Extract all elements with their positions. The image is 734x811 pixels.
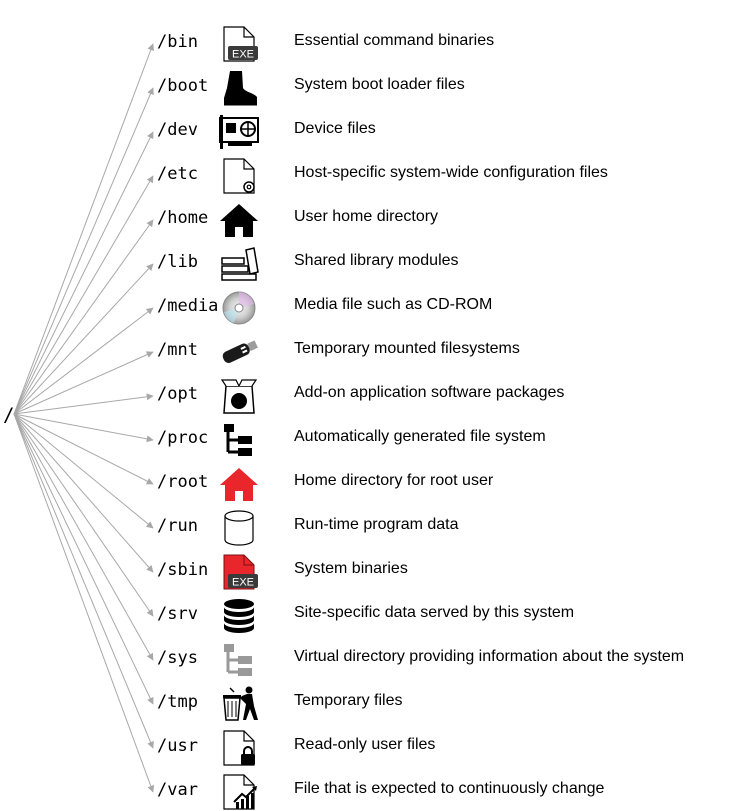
- arrow-to-bin: [13, 43, 155, 415]
- trash-person-icon: [216, 684, 262, 724]
- directory-row-tmp: /tmp Temporary files: [0, 684, 734, 724]
- arrow-to-etc: [13, 175, 154, 415]
- tree-structure-icon: [216, 420, 262, 460]
- directory-description: System binaries: [294, 560, 408, 577]
- directory-row-home: /home User home directory: [0, 200, 734, 240]
- directory-path: /boot: [157, 76, 209, 96]
- directory-row-sbin: /sbin EXE System binaries: [0, 552, 734, 592]
- directory-row-etc: /etc Host-specific system-wide configura…: [0, 156, 734, 196]
- root-directory-label: /: [3, 404, 15, 426]
- boot-icon: [216, 68, 262, 108]
- arrow-to-opt: [13, 393, 154, 415]
- directory-path: /run: [157, 516, 198, 536]
- directory-description: Host-specific system-wide configuration …: [294, 164, 608, 181]
- directory-path: /media: [157, 296, 219, 316]
- home-icon: [216, 200, 262, 240]
- directory-row-lib: /lib Shared library modules: [0, 244, 734, 284]
- arrow-to-proc: [13, 413, 154, 443]
- directory-description: Add-on application software packages: [294, 384, 565, 401]
- directory-path: /srv: [157, 604, 198, 624]
- cd-rom-icon: [216, 288, 262, 328]
- directory-path: /sbin: [157, 560, 209, 580]
- arrow-to-home: [13, 219, 154, 415]
- exe-file-icon: EXE: [216, 24, 262, 64]
- database-icon: [216, 596, 262, 636]
- directory-description: Automatically generated file system: [294, 428, 546, 445]
- directory-path: /proc: [157, 428, 209, 448]
- arrow-to-root: [13, 413, 154, 485]
- directory-description: Run-time program data: [294, 516, 459, 533]
- directory-path: /var: [157, 780, 198, 800]
- arrow-to-boot: [13, 87, 154, 415]
- directory-row-usr: /usr Read-only user files: [0, 728, 734, 768]
- directory-description: System boot loader files: [294, 76, 465, 93]
- directory-row-bin: /bin EXE Essential command binaries: [0, 24, 734, 64]
- directory-path: /mnt: [157, 340, 198, 360]
- directory-description: User home directory: [294, 208, 439, 225]
- directory-row-root: /root Home directory for root user: [0, 464, 734, 504]
- directory-description: Home directory for root user: [294, 472, 494, 489]
- directory-row-dev: /dev Device files: [0, 112, 734, 152]
- usb-stick-icon: [216, 332, 262, 372]
- directory-row-var: /var File that is expected to continuous…: [0, 772, 734, 811]
- arrow-to-dev: [13, 131, 154, 415]
- directory-row-mnt: /mnt Temporary mounted filesystems: [0, 332, 734, 372]
- arrow-to-usr: [13, 413, 154, 749]
- directory-description: Media file such as CD-ROM: [294, 296, 493, 313]
- directory-description: Site-specific data served by this system: [294, 604, 575, 621]
- grey-tree-structure-icon: [216, 640, 262, 680]
- locked-file-icon: [216, 728, 262, 768]
- directory-path: /bin: [157, 32, 198, 52]
- directory-row-srv: /srv Site-specific data served by this s…: [0, 596, 734, 636]
- directory-path: /usr: [157, 736, 198, 756]
- chart-file-icon: [216, 772, 262, 811]
- arrow-to-srv: [13, 413, 154, 617]
- directory-row-run: /run Run-time program data: [0, 508, 734, 548]
- directory-path: /opt: [157, 384, 198, 404]
- directory-path: /sys: [157, 648, 198, 668]
- directory-path: /lib: [157, 252, 198, 272]
- directory-description: Shared library modules: [294, 252, 459, 269]
- arrow-to-sys: [13, 413, 154, 661]
- arrow-to-media: [13, 307, 154, 415]
- cylinder-icon: [216, 508, 262, 548]
- directory-path: /tmp: [157, 692, 198, 712]
- exe-label: EXE: [232, 577, 254, 589]
- arrow-to-lib: [13, 263, 154, 415]
- config-file-icon: [216, 156, 262, 196]
- arrow-to-run: [13, 413, 154, 529]
- directory-row-boot: /boot System boot loader files: [0, 68, 734, 108]
- directory-description: Temporary mounted filesystems: [294, 340, 520, 357]
- software-package-icon: [216, 376, 262, 416]
- arrow-to-tmp: [13, 413, 154, 705]
- directory-path: /dev: [157, 120, 198, 140]
- directory-description: Virtual directory providing information …: [294, 648, 685, 665]
- directory-row-opt: /opt Add-on application software package…: [0, 376, 734, 416]
- arrow-to-sbin: [13, 413, 154, 573]
- directory-description: File that is expected to continuously ch…: [294, 780, 605, 797]
- directory-path: /etc: [157, 164, 198, 184]
- directory-description: Temporary files: [294, 692, 403, 709]
- red-home-icon: [216, 464, 262, 504]
- directory-path: /home: [157, 208, 209, 228]
- directory-row-media: /media Media file such as CD-ROM: [0, 288, 734, 328]
- expansion-card-icon: [216, 112, 262, 152]
- arrow-to-var: [13, 413, 155, 793]
- directory-description: Essential command binaries: [294, 32, 495, 49]
- red-exe-file-icon: EXE: [216, 552, 262, 592]
- directory-description: Read-only user files: [294, 736, 436, 753]
- directory-row-sys: /sys Virtual directory providing informa…: [0, 640, 734, 680]
- directory-row-proc: /proc Automatically generated file syste…: [0, 420, 734, 460]
- arrow-to-mnt: [13, 351, 154, 415]
- exe-label: EXE: [232, 49, 254, 61]
- directory-path: /root: [157, 472, 209, 492]
- directory-description: Device files: [294, 120, 376, 137]
- library-books-icon: [216, 244, 262, 284]
